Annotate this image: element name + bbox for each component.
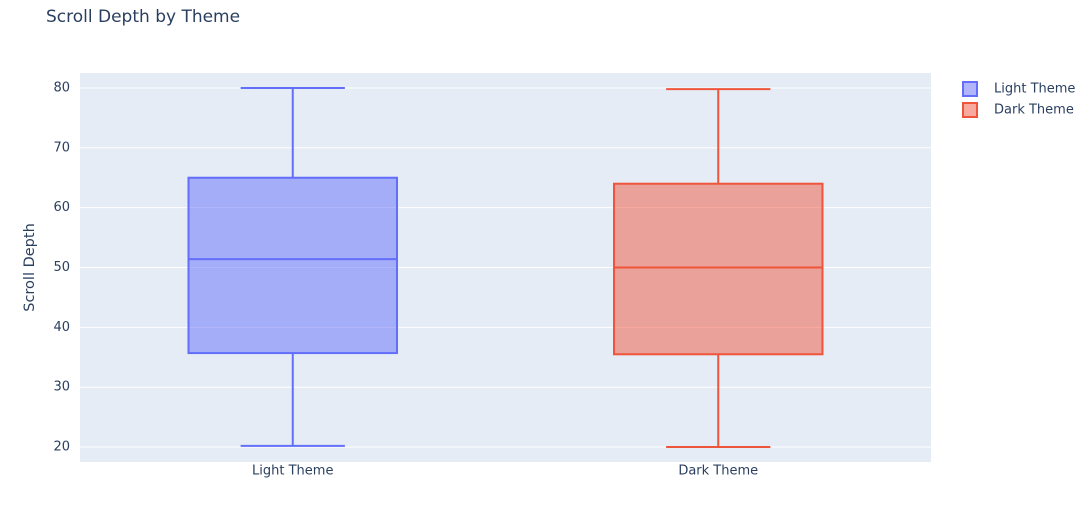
legend-item-dark-theme[interactable]: Dark Theme	[962, 102, 1074, 118]
x-tick-label: Dark Theme	[678, 464, 758, 479]
legend: Light Theme Dark Theme	[962, 81, 1075, 118]
y-tick-label: 20	[53, 440, 70, 455]
legend-item-light-theme[interactable]: Light Theme	[962, 81, 1075, 97]
y-tick-labels: 20 30 40 50 60 70 80	[53, 80, 70, 454]
y-tick-label: 50	[53, 260, 70, 275]
x-tick-labels: Light Theme Dark Theme	[252, 464, 758, 479]
y-axis-title: Scroll Depth	[22, 223, 38, 312]
iqr-box	[613, 182, 824, 356]
y-tick-label: 70	[53, 140, 70, 155]
y-tick-label: 80	[53, 80, 70, 95]
box-series-dark-theme	[613, 88, 824, 449]
legend-label: Dark Theme	[994, 103, 1074, 118]
chart-title: Scroll Depth by Theme	[46, 7, 240, 27]
y-tick-label: 40	[53, 320, 70, 335]
y-tick-label: 60	[53, 200, 70, 215]
iqr-box	[187, 176, 398, 355]
legend-swatch	[962, 81, 978, 97]
legend-label: Light Theme	[994, 82, 1075, 97]
y-tick-label: 30	[53, 380, 70, 395]
box-series-layer	[187, 86, 824, 449]
box-series-light-theme	[187, 86, 398, 447]
legend-swatch	[962, 102, 978, 118]
x-tick-label: Light Theme	[252, 464, 333, 479]
